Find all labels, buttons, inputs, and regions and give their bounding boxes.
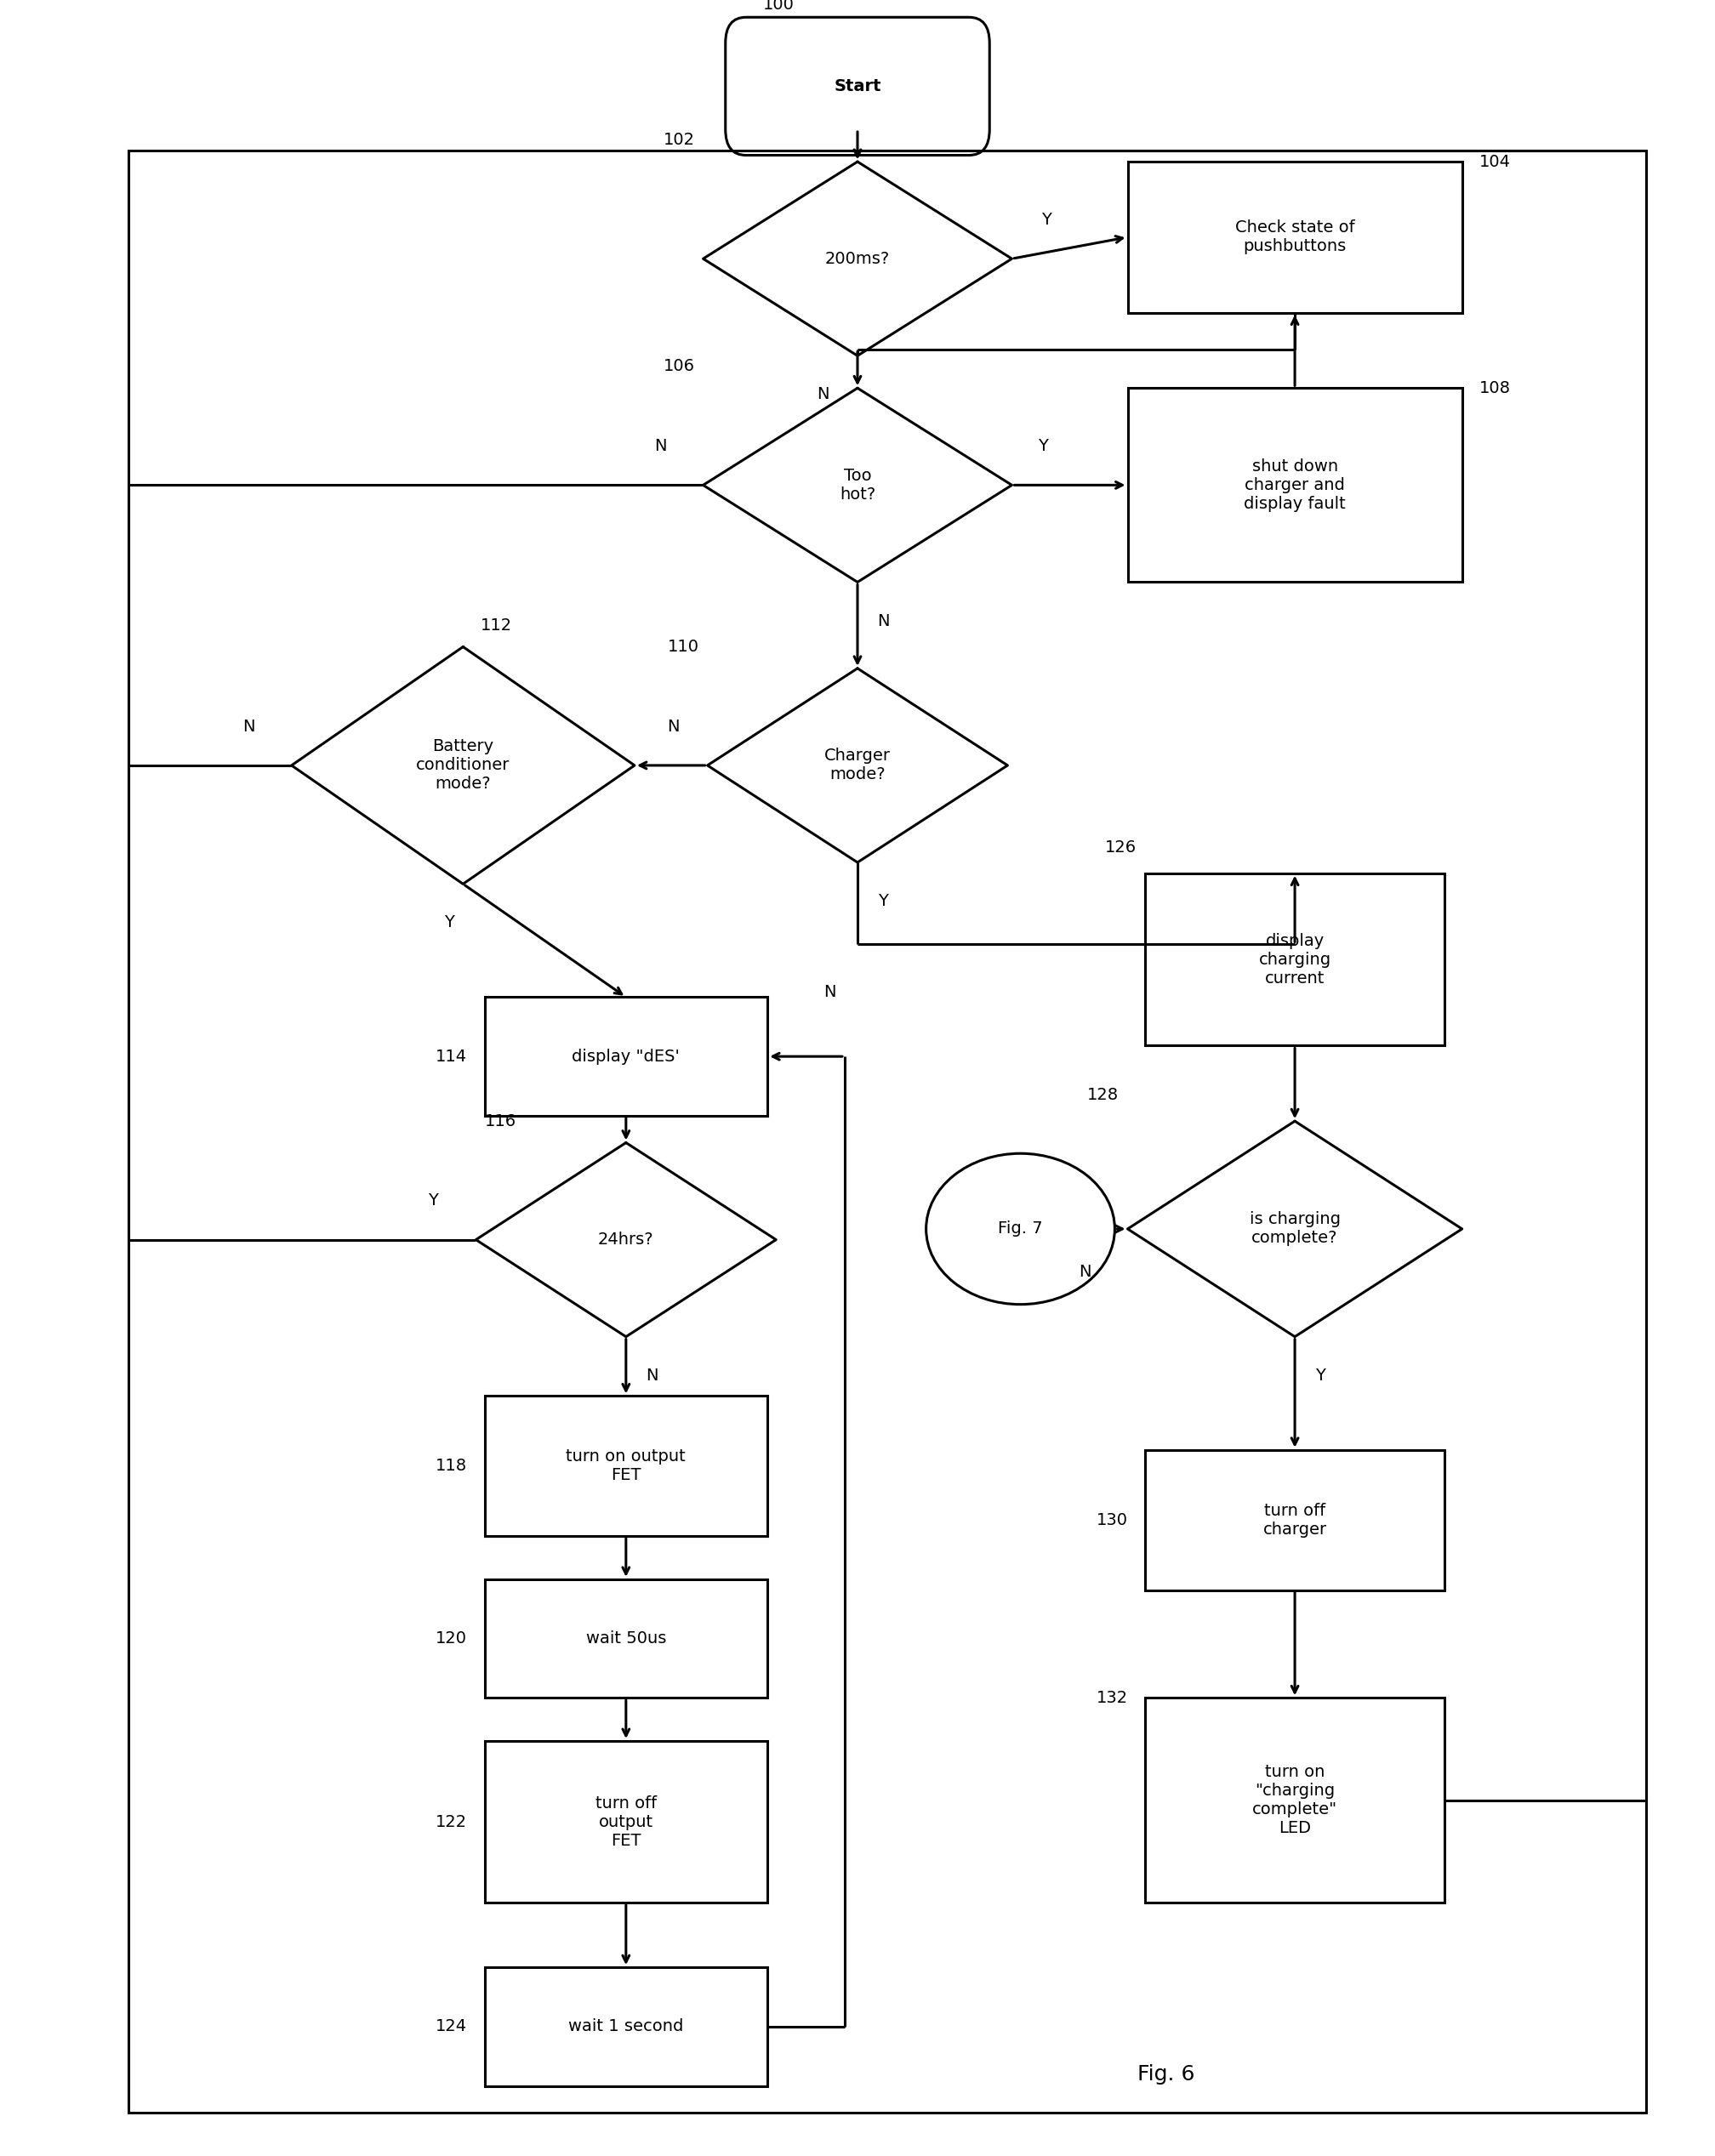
Text: 108: 108 bbox=[1478, 379, 1511, 397]
Text: Check state of
pushbuttons: Check state of pushbuttons bbox=[1235, 220, 1355, 254]
Text: 132: 132 bbox=[1096, 1690, 1128, 1705]
Text: N: N bbox=[653, 438, 667, 455]
Text: Y: Y bbox=[429, 1192, 437, 1210]
Text: turn on output
FET: turn on output FET bbox=[566, 1449, 686, 1483]
Text: Y: Y bbox=[878, 893, 888, 910]
Text: Y: Y bbox=[444, 914, 454, 931]
Text: shut down
charger and
display fault: shut down charger and display fault bbox=[1243, 459, 1346, 511]
Bar bbox=[1146, 1699, 1444, 1902]
Text: 100: 100 bbox=[763, 0, 794, 13]
Text: Y: Y bbox=[1315, 1367, 1326, 1384]
Text: N: N bbox=[1079, 1263, 1091, 1281]
Text: 106: 106 bbox=[664, 358, 695, 375]
Text: Fig. 7: Fig. 7 bbox=[998, 1220, 1043, 1238]
Text: wait 1 second: wait 1 second bbox=[568, 2018, 684, 2035]
Bar bbox=[484, 1397, 768, 1535]
Text: is charging
complete?: is charging complete? bbox=[1249, 1212, 1341, 1246]
Text: N: N bbox=[876, 612, 890, 630]
Text: 112: 112 bbox=[480, 617, 511, 634]
Text: N: N bbox=[816, 386, 830, 403]
Text: turn off
charger: turn off charger bbox=[1262, 1503, 1327, 1537]
Bar bbox=[484, 1742, 768, 1902]
Bar bbox=[129, 151, 1646, 2113]
Text: 122: 122 bbox=[436, 1813, 466, 1830]
Bar bbox=[1146, 873, 1444, 1046]
Bar bbox=[1128, 162, 1461, 313]
Text: Charger
mode?: Charger mode? bbox=[825, 748, 890, 783]
Text: 126: 126 bbox=[1104, 839, 1135, 856]
Text: 130: 130 bbox=[1096, 1511, 1128, 1529]
Text: N: N bbox=[242, 718, 256, 735]
Text: N: N bbox=[645, 1367, 659, 1384]
Bar bbox=[484, 1966, 768, 2087]
Text: Battery
conditioner
mode?: Battery conditioner mode? bbox=[417, 740, 509, 791]
Text: Y: Y bbox=[1041, 211, 1051, 229]
Text: Start: Start bbox=[833, 78, 882, 95]
Text: 120: 120 bbox=[436, 1630, 466, 1647]
Bar bbox=[484, 1578, 768, 1699]
Text: Too
hot?: Too hot? bbox=[840, 468, 875, 502]
Text: 104: 104 bbox=[1478, 153, 1511, 170]
Bar bbox=[1146, 1451, 1444, 1591]
Text: 116: 116 bbox=[484, 1112, 516, 1130]
Text: 114: 114 bbox=[436, 1048, 466, 1065]
Bar bbox=[1128, 388, 1461, 582]
Text: display
charging
current: display charging current bbox=[1259, 934, 1331, 985]
Text: turn on
"charging
complete"
LED: turn on "charging complete" LED bbox=[1252, 1764, 1338, 1837]
Text: Y: Y bbox=[1038, 438, 1048, 455]
Text: Fig. 6: Fig. 6 bbox=[1137, 2063, 1195, 2085]
Text: display "dES': display "dES' bbox=[573, 1048, 679, 1065]
Text: 124: 124 bbox=[436, 2018, 466, 2035]
Text: 24hrs?: 24hrs? bbox=[599, 1231, 653, 1248]
Bar bbox=[484, 996, 768, 1117]
Text: N: N bbox=[823, 983, 835, 1000]
Text: N: N bbox=[667, 718, 679, 735]
Text: wait 50us: wait 50us bbox=[587, 1630, 665, 1647]
Text: 128: 128 bbox=[1087, 1087, 1118, 1104]
Text: turn off
output
FET: turn off output FET bbox=[595, 1796, 657, 1848]
Text: 110: 110 bbox=[667, 638, 700, 655]
Text: 118: 118 bbox=[436, 1457, 466, 1475]
Text: 200ms?: 200ms? bbox=[825, 250, 890, 267]
Text: 102: 102 bbox=[664, 132, 695, 149]
